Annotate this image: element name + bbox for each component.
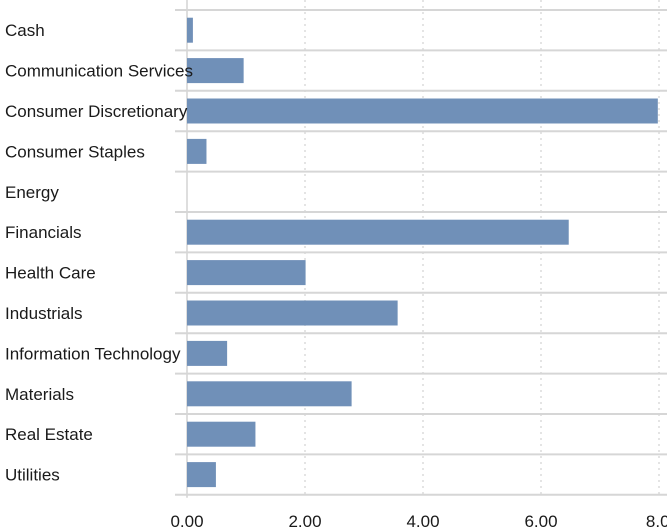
category-label: Consumer Discretionary	[5, 102, 188, 121]
bar-0	[187, 17, 193, 43]
bar-11	[187, 462, 216, 488]
bar-6	[187, 260, 306, 286]
x-tick-label: 4.00	[406, 512, 439, 529]
grid-lines	[186, 0, 660, 498]
category-label: Cash	[5, 21, 45, 40]
category-label: Energy	[5, 183, 59, 202]
x-tick-label: 0.00	[170, 512, 203, 529]
category-label: Materials	[5, 385, 74, 404]
x-tick-label: 2.00	[288, 512, 321, 529]
bars	[187, 17, 658, 488]
category-label: Health Care	[5, 264, 96, 283]
bar-8	[187, 340, 228, 366]
category-label: Real Estate	[5, 425, 93, 444]
x-axis-ticks: 0.00 2.00 4.00 6.00 8.00	[170, 512, 667, 529]
row-separators	[175, 9, 667, 496]
bar-5	[187, 219, 569, 245]
category-label: Communication Services	[5, 62, 193, 81]
category-label: Financials	[5, 223, 82, 242]
x-tick-label: 6.00	[524, 512, 557, 529]
bar-3	[187, 138, 207, 164]
category-label: Industrials	[5, 304, 82, 323]
bar-9	[187, 381, 352, 407]
category-labels: Cash Communication Services Consumer Discr…	[5, 21, 193, 484]
x-tick-label: 8.00	[646, 512, 667, 529]
category-label: Consumer Staples	[5, 142, 145, 161]
bar-10	[187, 421, 256, 447]
bar-7	[187, 300, 398, 326]
bar-1	[187, 58, 244, 84]
category-label: Utilities	[5, 466, 60, 485]
bar-2	[187, 98, 658, 124]
category-label: Information Technology	[5, 344, 181, 363]
